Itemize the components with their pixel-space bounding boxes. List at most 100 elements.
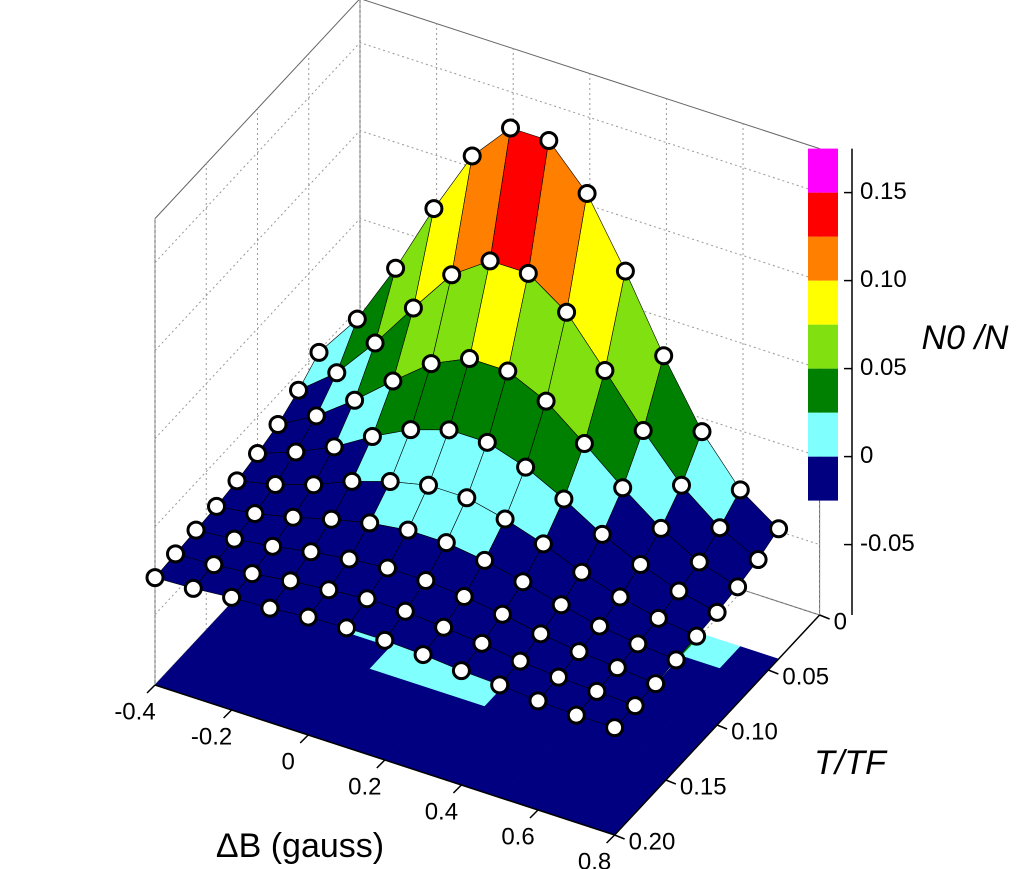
data-point [380,472,400,492]
data-point [324,437,344,457]
data-point [321,509,341,529]
data-point [605,718,625,738]
data-point [183,578,203,598]
data-point [245,504,265,524]
x-tick [529,809,539,819]
grid-line [154,42,820,263]
colorbar-swatch [808,192,838,237]
data-point [672,475,691,495]
data-point [566,705,586,725]
x-axis-label: ΔB (gauss) [216,827,384,865]
data-point [572,562,592,582]
data-point [207,496,226,516]
data-point [248,444,267,464]
x-tick-label: 0.2 [348,773,381,800]
data-point [590,616,609,636]
y-tick-label: 0.15 [680,773,727,800]
data-point [319,580,339,600]
data-point [472,633,492,653]
data-point [646,674,666,694]
data-point [615,261,635,281]
data-point [730,480,750,500]
data-point [327,363,347,383]
data-point [707,602,727,622]
data-point [510,651,530,671]
data-point [386,258,406,278]
data-point [501,118,520,138]
data-point [654,346,674,366]
data-point [551,595,571,615]
data-point [595,361,615,381]
colorbar-swatch [808,236,838,281]
data-point [222,587,242,607]
data-point [337,618,356,638]
data-point [451,661,471,681]
data-point [186,520,206,540]
data-point [227,471,247,491]
data-point [286,442,306,462]
data-point [728,577,748,597]
y-tick [614,834,625,840]
z-tick-label: 0.05 [860,354,907,381]
data-point [513,572,533,592]
data-point [574,434,594,454]
grid-line [154,218,820,439]
data-point [748,550,768,570]
data-point [339,549,359,569]
x-tick-label: 0.8 [578,848,611,869]
data-point [587,681,607,701]
data-point [375,630,395,650]
data-point [357,589,377,609]
y-tick-label: 0.10 [731,718,778,745]
x-tick [452,784,462,794]
data-point [633,421,653,441]
data-point [265,475,285,495]
data-point [648,608,668,628]
data-point [439,420,459,440]
data-point [460,349,479,369]
data-point [395,601,415,621]
y-axis-label: T/TF [814,744,888,782]
data-point [457,488,477,508]
data-point [628,634,648,654]
colorbar-swatch [808,324,838,369]
data-point [204,555,224,575]
data-point [436,533,456,553]
data-point [242,564,262,584]
x-tick-label: 0 [282,748,295,775]
data-point [401,420,421,440]
y-tick [665,779,677,785]
y-tick-label: 0.05 [782,663,829,690]
y-tick-label: 0.20 [629,828,676,855]
data-point [403,298,423,318]
data-point [166,544,185,564]
data-point [306,406,326,426]
data-point [651,518,671,538]
data-point [710,518,730,538]
data-point [362,427,382,446]
data-point [416,570,436,590]
data-point [495,509,515,529]
data-point [301,542,321,562]
data-point [516,457,536,477]
data-point [304,475,324,495]
data-point [549,667,568,687]
data-point [424,199,444,219]
z-tick-label: 0.10 [860,266,907,293]
x-tick [146,684,156,694]
x-tick-label: 0.6 [501,823,534,850]
data-point [490,675,510,695]
z-tick-label: 0 [860,442,873,469]
data-point [625,696,645,716]
data-point [610,587,630,607]
data-point [398,520,418,540]
data-point [260,598,280,618]
colorbar-swatch [808,148,838,193]
data-point [607,658,627,678]
data-point [454,587,474,606]
data-point [263,536,283,556]
data-point [669,581,689,601]
data-point [289,380,308,400]
grid-line [154,130,820,351]
data-point [442,265,462,285]
